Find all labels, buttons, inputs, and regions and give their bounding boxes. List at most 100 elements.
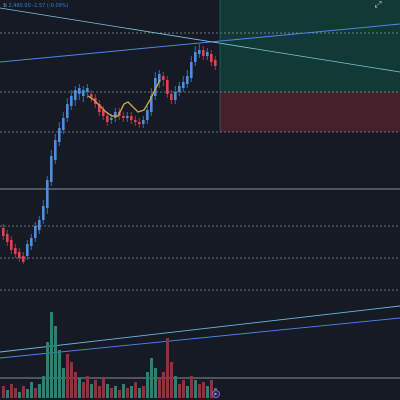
volume-bar <box>98 386 101 398</box>
candle-body <box>90 94 93 98</box>
candle <box>214 56 217 70</box>
volume-bar <box>94 380 97 398</box>
symbol-label: ℬ <box>3 3 7 9</box>
candle <box>182 76 185 92</box>
candle <box>194 46 197 66</box>
volume-bar <box>66 354 69 398</box>
volume-bar <box>182 380 185 398</box>
candle <box>78 84 81 100</box>
candle-body <box>26 244 29 256</box>
candle <box>134 116 137 126</box>
volume-bar <box>198 384 201 398</box>
candle <box>54 134 57 164</box>
candle <box>158 70 161 88</box>
candle-body <box>122 116 125 118</box>
expand-icon: ⤢ <box>374 0 382 10</box>
candle-body <box>142 120 145 124</box>
candle <box>50 150 53 186</box>
volume-bar <box>138 388 141 398</box>
volume-bar <box>166 338 169 398</box>
volume-bar <box>154 368 157 398</box>
long-position-stop-zone[interactable] <box>220 92 400 132</box>
volume-bar <box>58 350 61 398</box>
candle-body <box>62 118 65 130</box>
volume-bar <box>186 386 189 398</box>
volume-bar <box>162 372 165 398</box>
lower-trend-line[interactable] <box>0 317 400 359</box>
candle-body <box>54 140 57 160</box>
volume-bar <box>174 376 177 398</box>
candle <box>58 122 61 146</box>
volume-bar <box>46 342 49 398</box>
volume-bar <box>6 390 9 398</box>
volume-bar <box>34 388 37 398</box>
candle-body <box>102 110 105 116</box>
volume-bar <box>146 372 149 398</box>
candle <box>178 82 181 96</box>
candle-body <box>178 86 181 92</box>
candle <box>154 72 157 100</box>
lower-channel-line[interactable] <box>0 305 400 353</box>
candle <box>122 112 125 122</box>
candle <box>138 118 141 128</box>
candle <box>14 244 17 258</box>
candle <box>86 84 89 98</box>
candle-body <box>206 52 209 56</box>
volume-bar <box>54 326 57 398</box>
descending-trend-line[interactable] <box>0 7 400 73</box>
candle <box>126 112 129 122</box>
candle-body <box>198 50 201 54</box>
volume-bar <box>106 384 109 398</box>
symbol-legend: ℬ 2,480.00 -1.57 (-0.09%) <box>3 3 69 10</box>
candle <box>186 70 189 88</box>
volume-bar <box>10 384 13 398</box>
volume-bar <box>78 378 81 398</box>
candle-body <box>70 96 73 106</box>
candles <box>2 44 217 264</box>
candle <box>114 108 117 122</box>
candle <box>26 240 29 260</box>
fullscreen-button[interactable]: ⤢ <box>370 0 386 10</box>
trend-lines[interactable] <box>0 7 400 359</box>
candle <box>166 76 169 98</box>
candle-body <box>134 120 137 122</box>
candle-body <box>158 74 161 82</box>
candle-body <box>6 234 9 242</box>
candle <box>206 48 209 60</box>
candle-body <box>22 256 25 262</box>
candle-body <box>38 220 41 230</box>
candle <box>6 230 9 246</box>
candle <box>190 56 193 82</box>
candle <box>170 90 173 104</box>
candle-body <box>14 248 17 254</box>
candle <box>146 104 149 124</box>
candle-body <box>210 54 213 62</box>
upper-trend-line[interactable] <box>0 23 400 63</box>
candle <box>70 90 73 110</box>
candle <box>66 98 69 122</box>
candle-body <box>30 238 33 246</box>
volume-bar <box>158 378 161 398</box>
volume-bar <box>82 382 85 398</box>
candle <box>106 112 109 126</box>
volume-bar <box>130 386 133 398</box>
volume-bar <box>126 388 129 398</box>
candle <box>82 86 85 102</box>
volume-bar <box>38 384 41 398</box>
volume-bar <box>22 386 25 398</box>
candle-body <box>126 116 129 118</box>
long-position-target-zone[interactable] <box>220 0 400 92</box>
moving-average-line <box>87 79 161 117</box>
volume-bar <box>86 376 89 398</box>
candle-body <box>182 82 185 88</box>
candle <box>98 100 101 116</box>
candle <box>2 224 5 240</box>
volume-bar <box>2 386 5 398</box>
candle-body <box>162 76 165 80</box>
candle-body <box>214 60 217 66</box>
volume-bar <box>202 382 205 398</box>
candle-body <box>46 180 49 208</box>
volume-bar <box>210 380 213 398</box>
